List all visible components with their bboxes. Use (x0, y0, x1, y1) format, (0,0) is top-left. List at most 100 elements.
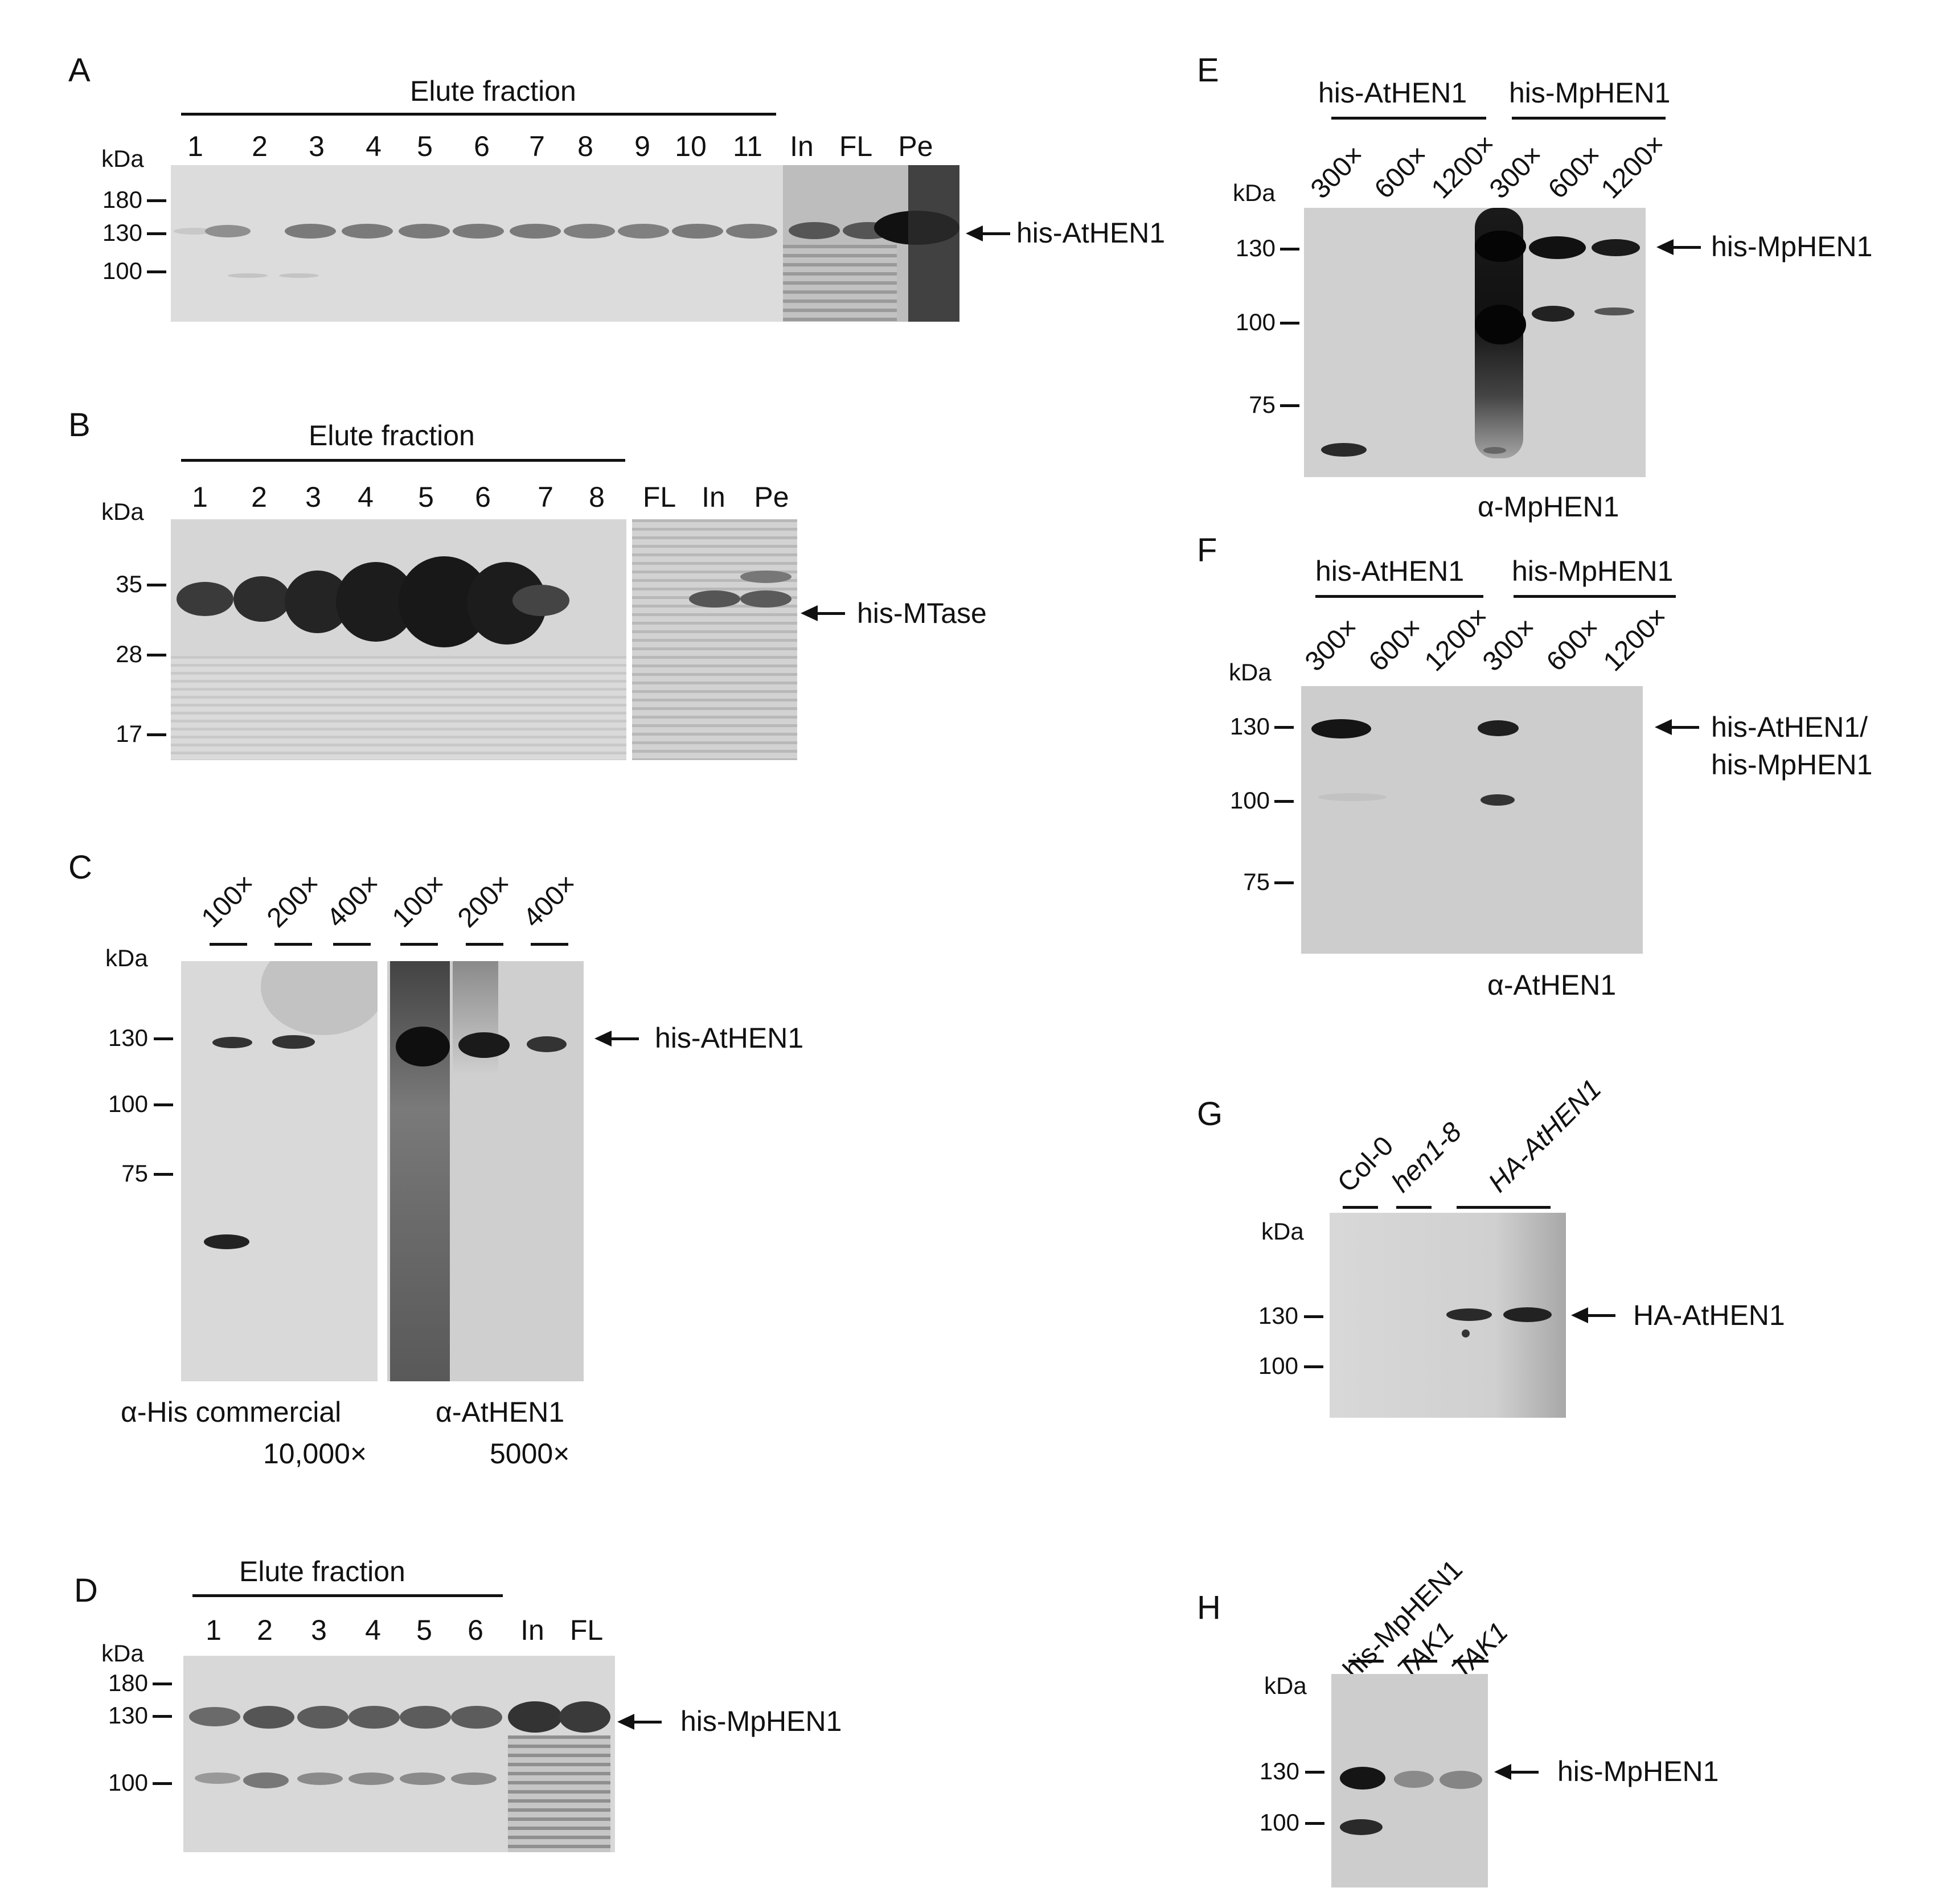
group-bar (181, 113, 776, 116)
panel-label: B (68, 407, 91, 444)
lane-bar (466, 943, 503, 946)
marker-tick (153, 1782, 172, 1785)
lane-label: In (520, 1614, 544, 1646)
marker-label: 130 (1229, 713, 1270, 740)
marker-label: 130 (108, 1024, 148, 1051)
marker-label: 28 (116, 641, 142, 667)
gel-image (783, 165, 959, 322)
blot-image (1330, 1213, 1566, 1418)
lane-label: 11 (733, 130, 762, 162)
lane-label: In (790, 130, 814, 162)
group-label: Elute fraction (410, 75, 576, 107)
lane-label: 200× (261, 868, 326, 934)
arrow-icon (966, 225, 1010, 241)
lane-label: 7 (538, 481, 553, 513)
lane-bar (274, 943, 312, 946)
band-label: his-MpHEN1 (1711, 749, 1873, 781)
blot-image (1304, 208, 1646, 477)
arrow-icon (1655, 719, 1699, 735)
lane-bar (210, 943, 247, 946)
marker-tick (1280, 322, 1299, 325)
group-label: Elute fraction (309, 420, 475, 452)
antibody-caption: α-His commercial (121, 1396, 342, 1428)
marker-label: 100 (108, 1769, 148, 1796)
lane-bar (531, 943, 568, 946)
lane-label: 1200× (1418, 601, 1495, 678)
marker-tick (147, 270, 166, 273)
lane-label: 1200× (1595, 129, 1671, 205)
marker-label: 35 (116, 571, 142, 597)
marker-tick (154, 1103, 173, 1106)
panel-label: D (74, 1572, 98, 1609)
lane-label: 1 (187, 130, 203, 162)
kda-label: kDa (101, 145, 144, 172)
antibody-caption: α-MpHEN1 (1478, 491, 1619, 523)
lane-label: 3 (305, 481, 321, 513)
band-label: his-MTase (857, 597, 987, 629)
band-label: his-AtHEN1/ (1711, 711, 1868, 743)
lane-label: 300× (1305, 139, 1370, 205)
lane-label: 7 (529, 130, 545, 162)
band-label: his-AtHEN1 (655, 1022, 804, 1054)
lane-label: 4 (358, 481, 374, 513)
lane-label: 600× (1542, 139, 1607, 205)
panel-label: C (68, 849, 92, 886)
lane-label: 1 (206, 1614, 222, 1646)
blot-image (181, 961, 378, 1381)
lane-bar (1402, 1660, 1437, 1663)
lane-label: 100× (386, 868, 452, 934)
panel-label: E (1197, 52, 1219, 89)
lane-label: 3 (311, 1614, 327, 1646)
dilution-caption: 5000× (490, 1438, 570, 1470)
lane-label: Col-0 (1331, 1130, 1400, 1199)
marker-label: 130 (1258, 1302, 1298, 1329)
marker-tick (1274, 800, 1294, 803)
lane-label: 2 (252, 130, 268, 162)
lane-label: 400× (517, 868, 583, 934)
lane-bar (1343, 1206, 1378, 1209)
lane-bar (1457, 1206, 1551, 1209)
marker-label: 100 (108, 1090, 148, 1117)
blot-image (1301, 686, 1643, 954)
gel-image (183, 1656, 615, 1852)
kda-label: kDa (1229, 659, 1272, 686)
kda-label: kDa (101, 1640, 144, 1667)
antibody-caption: α-AtHEN1 (436, 1396, 565, 1428)
lane-label: 6 (467, 1614, 483, 1646)
lane-label: 8 (577, 130, 593, 162)
lane-bar (1348, 1660, 1384, 1663)
gel-image (171, 165, 783, 322)
marker-tick (154, 1037, 173, 1040)
arrow-icon (1494, 1764, 1539, 1780)
lane-label: FL (642, 481, 676, 513)
lane-label: 8 (589, 481, 605, 513)
lane-label: Pe (898, 130, 933, 162)
marker-tick (1280, 404, 1299, 407)
kda-label: kDa (1233, 179, 1276, 206)
blot-image (387, 961, 584, 1381)
lane-label: 10 (675, 130, 707, 162)
lane-label: 6 (474, 130, 490, 162)
lane-label: 600× (1368, 139, 1434, 205)
lane-label: 5 (416, 1614, 432, 1646)
lane-label: 100× (195, 868, 261, 934)
lane-label: 200× (452, 868, 517, 934)
kda-label: kDa (1261, 1218, 1304, 1245)
marker-tick (147, 584, 166, 586)
gel-image (171, 519, 626, 760)
group-bar (1315, 595, 1483, 598)
marker-label: 130 (1235, 235, 1276, 261)
lane-label: 600× (1363, 612, 1428, 678)
group-label: his-AtHEN1 (1318, 77, 1467, 109)
marker-label: 100 (1229, 787, 1270, 814)
marker-tick (1305, 1822, 1324, 1825)
marker-tick (147, 232, 166, 235)
band-label: his-MpHEN1 (1711, 231, 1873, 262)
lane-bar (333, 943, 371, 946)
lane-label: 5 (417, 130, 433, 162)
lane-label: FL (839, 130, 873, 162)
group-bar (1512, 117, 1666, 120)
panel-label: A (68, 52, 91, 89)
marker-label: 130 (102, 219, 142, 246)
dilution-caption: 10,000× (263, 1438, 367, 1470)
